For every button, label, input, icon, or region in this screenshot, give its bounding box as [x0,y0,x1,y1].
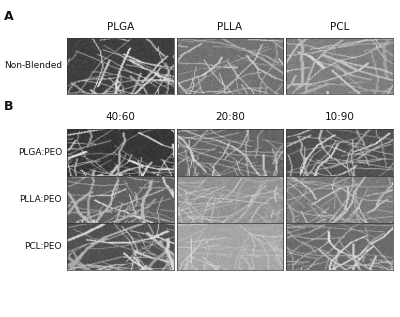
Text: PLLA: PLLA [218,22,242,31]
Text: PLLA:PEO: PLLA:PEO [20,195,62,204]
Text: PLGA:PEO: PLGA:PEO [18,148,62,157]
Text: A: A [4,10,14,23]
Text: 20:80: 20:80 [215,113,245,122]
Text: PCL:PEO: PCL:PEO [24,242,62,251]
Text: Non-Blended: Non-Blended [4,61,62,70]
Text: PCL: PCL [330,22,349,31]
Text: B: B [4,100,14,113]
Text: 40:60: 40:60 [106,113,136,122]
Text: PLGA: PLGA [107,22,134,31]
Text: 10:90: 10:90 [324,113,354,122]
